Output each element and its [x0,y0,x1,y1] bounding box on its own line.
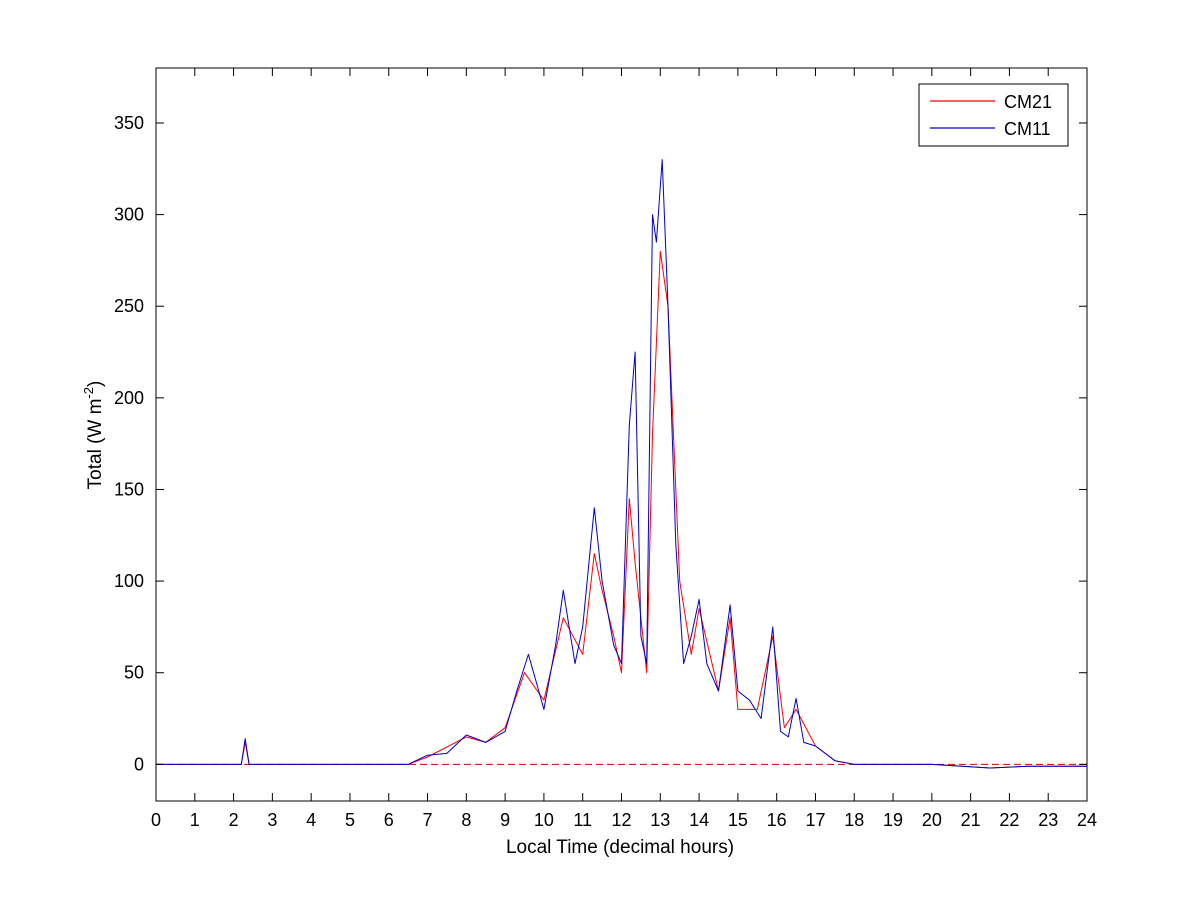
x-tick-label: 12 [611,810,631,830]
y-axis: 0 50 100 150 200 250 300 350 [114,113,1087,774]
series-line-cm21 [156,250,1087,769]
x-tick-label: 6 [384,810,394,830]
x-tick-label: 13 [650,810,670,830]
x-tick-label: 24 [1077,810,1097,830]
y-tick-label: 350 [114,113,144,133]
x-tick-label: 16 [767,810,787,830]
x-tick-label: 1 [190,810,200,830]
x-tick-label: 14 [689,810,709,830]
x-tick-label: 5 [345,810,355,830]
series-line-cm11 [156,159,1087,769]
x-tick-label: 2 [229,810,239,830]
y-axis-label-tail: ) [85,381,106,387]
x-tick-label: 11 [573,810,592,830]
x-tick-label: 23 [1038,810,1058,830]
y-tick-label: 200 [114,388,144,408]
y-tick-label: 50 [124,663,144,683]
legend: CM21 CM11 [918,83,1069,147]
y-axis-label-main: Total (W m [85,399,106,490]
x-axis: 0 1 2 3 4 5 6 7 8 9 10 11 12 13 14 15 16 17 18 19 20 21 22 23 24 [151,68,1097,830]
x-tick-label: 20 [922,810,942,830]
y-axis-label-exponent: -2 [81,387,96,399]
x-tick-label: 3 [267,810,277,830]
x-tick-label: 0 [151,810,161,830]
x-tick-label: 8 [461,810,471,830]
x-tick-label: 10 [534,810,554,830]
x-tick-label: 15 [728,810,748,830]
x-axis-label: Local Time (decimal hours) [506,837,734,858]
x-tick-label: 18 [844,810,864,830]
x-tick-label: 17 [805,810,825,830]
legend-label-cm11: CM11 [1004,119,1051,139]
y-tick-label: 300 [114,205,144,225]
x-tick-label: 21 [961,810,981,830]
x-tick-label: 7 [423,810,433,830]
x-tick-label: 19 [883,810,903,830]
legend-box [918,83,1069,147]
y-tick-label: 250 [114,296,144,316]
x-tick-label: 22 [999,810,1019,830]
y-tick-label: 100 [114,571,144,591]
y-axis-label: Total (W m-2) [81,381,106,490]
y-tick-label: 150 [114,479,144,499]
x-tick-label: 9 [500,810,510,830]
legend-label-cm21: CM21 [1004,92,1052,112]
x-tick-label: 4 [306,810,316,830]
y-tick-label: 0 [134,754,144,774]
